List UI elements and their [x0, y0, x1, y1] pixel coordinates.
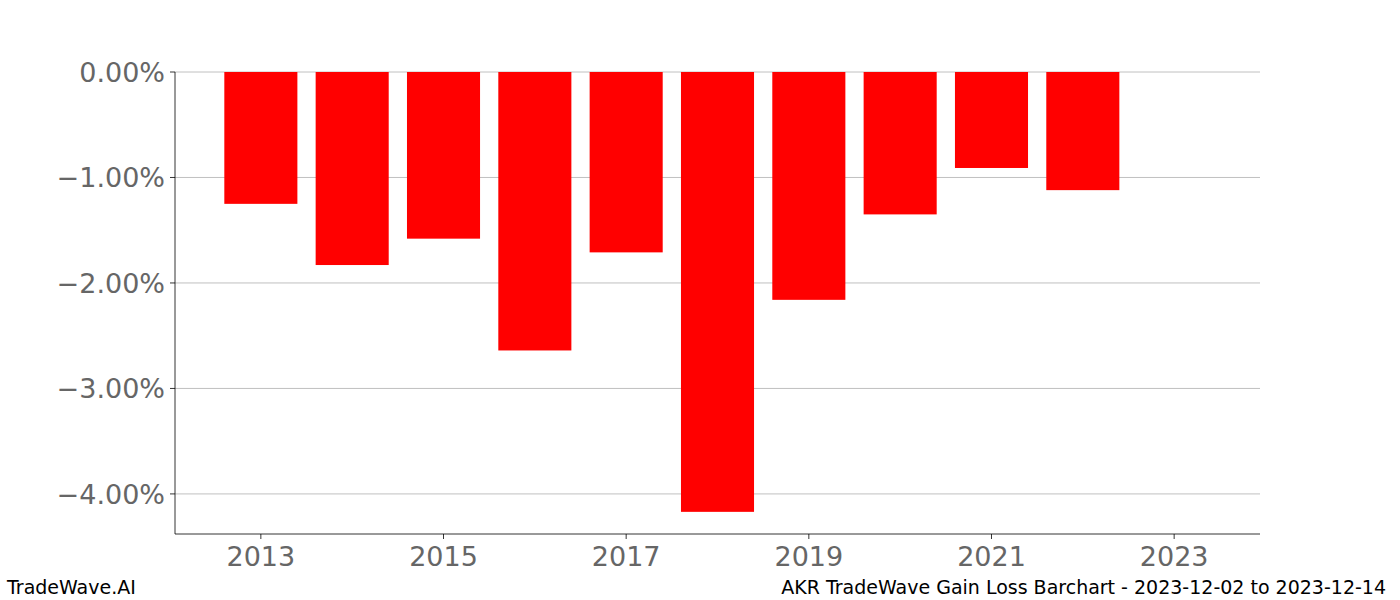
y-tick-label: −4.00%	[57, 479, 165, 510]
bars	[224, 72, 1119, 512]
x-tick-label: 2023	[1140, 541, 1209, 572]
x-tick-label: 2015	[409, 541, 478, 572]
bar	[681, 72, 754, 512]
x-axis-line	[175, 534, 1260, 535]
bar	[1046, 72, 1119, 190]
watermark: TradeWave.AI	[6, 576, 136, 598]
y-tick	[170, 493, 175, 494]
bar	[864, 72, 937, 214]
y-tick-label: 0.00%	[79, 57, 165, 88]
x-tick-label: 2013	[226, 541, 295, 572]
bar	[498, 72, 571, 350]
bar	[955, 72, 1028, 168]
y-tick	[170, 177, 175, 178]
x-tick	[626, 534, 627, 539]
title: AKR TradeWave Gain Loss Barchart - 2023-…	[781, 576, 1386, 598]
bar	[316, 72, 389, 265]
bar	[224, 72, 297, 204]
bar	[407, 72, 480, 239]
y-tick	[170, 72, 175, 73]
x-tick	[443, 534, 444, 539]
chart: 0.00% −1.00% −2.00% −3.00% −4.00% 2013 2015 201…	[0, 0, 1400, 600]
y-tick-label: −1.00%	[57, 162, 165, 193]
y-axis-line	[175, 72, 176, 534]
x-tick-label: 2017	[592, 541, 661, 572]
y-tick-label: −3.00%	[57, 373, 165, 404]
x-tick-label: 2019	[774, 541, 843, 572]
x-tick	[260, 534, 261, 539]
x-tick	[991, 534, 992, 539]
x-tick-label: 2021	[957, 541, 1026, 572]
bar	[590, 72, 663, 252]
x-tick	[808, 534, 809, 539]
y-tick	[170, 388, 175, 389]
bar	[772, 72, 845, 300]
x-tick	[1174, 534, 1175, 539]
y-tick	[170, 282, 175, 283]
y-tick-label: −2.00%	[57, 268, 165, 299]
